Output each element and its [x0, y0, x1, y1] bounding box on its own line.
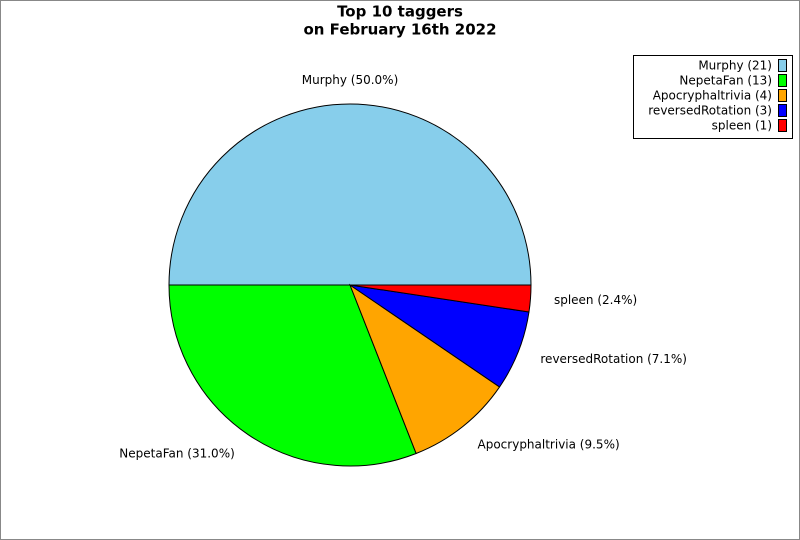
pie-slice — [168, 284, 417, 467]
legend-swatch — [778, 89, 787, 102]
pie-slice — [349, 284, 532, 313]
pie-slice — [168, 103, 532, 286]
legend-swatch — [778, 74, 787, 87]
legend-label: spleen (1) — [712, 119, 772, 133]
slice-label: reversedRotation (7.1%) — [540, 352, 687, 366]
pie-slice — [348, 283, 501, 455]
slice-label: NepetaFan (31.0%) — [119, 446, 234, 460]
slice-label: Murphy (50.0%) — [302, 73, 399, 87]
legend-label: Murphy (21) — [698, 59, 772, 73]
legend-label: NepetaFan (13) — [679, 74, 772, 88]
slice-label: Apocryphaltrivia (9.5%) — [478, 437, 620, 451]
chart-title: Top 10 taggers — [337, 3, 463, 21]
legend-swatch — [778, 104, 787, 117]
legend-swatch — [778, 119, 787, 132]
legend-swatch — [778, 59, 787, 72]
chart-title: on February 16th 2022 — [303, 21, 496, 39]
legend-label: Apocryphaltrivia (4) — [653, 89, 772, 103]
legend-box — [633, 55, 793, 139]
legend-label: reversedRotation (3) — [648, 104, 772, 118]
slice-label: spleen (2.4%) — [554, 293, 637, 307]
